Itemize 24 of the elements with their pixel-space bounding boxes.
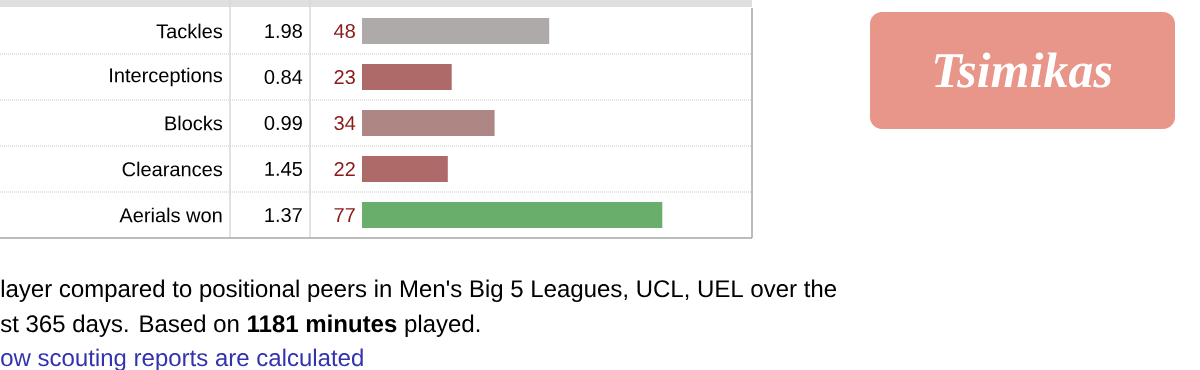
text: ow scouting reports are calculated [1, 348, 363, 370]
text: 0.84 [264, 69, 303, 85]
data-label: 48 [334, 23, 355, 39]
text: 1.45 [265, 162, 302, 176]
bar [362, 110, 495, 137]
bar [362, 64, 452, 91]
data-label: 77 [334, 208, 355, 222]
data-label: 23 [334, 69, 355, 85]
y-tick-label: Clearances [122, 161, 223, 177]
text: 1.98 [265, 23, 302, 39]
bar [362, 18, 550, 45]
bar [362, 202, 663, 229]
data-label: 22 [334, 162, 355, 176]
y-tick-label: Tackles [156, 23, 223, 39]
text: 1.37 [265, 207, 302, 223]
text: Tsimikas [934, 52, 1112, 88]
y-tick-label: Aerials won [119, 207, 222, 223]
y-tick-label: Interceptions [110, 67, 223, 87]
text: layer compared to positional peers in Men's Big 5 Leagues, UCL, UEL over the [1, 279, 837, 302]
data-label: 34 [334, 115, 356, 131]
text: st 365 days. Based on 1181 minutes played. [0, 314, 480, 337]
text: 0.99 [264, 115, 302, 131]
y-tick-label: Blocks [165, 115, 223, 131]
bar [362, 156, 448, 183]
